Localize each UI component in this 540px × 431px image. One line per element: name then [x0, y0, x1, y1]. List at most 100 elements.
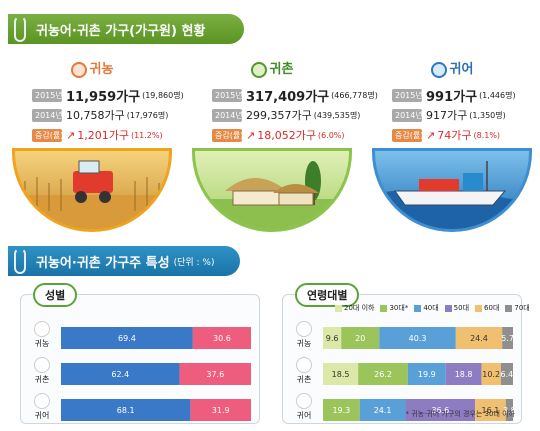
bar-value-label: 31.9: [212, 406, 230, 415]
legend-label: 20대 이하: [344, 304, 375, 312]
house-icon: [250, 61, 267, 78]
bar-value-label: 3.8: [503, 406, 516, 415]
legend-item: 20대 이하: [335, 303, 374, 313]
change-tag: 증감(률): [212, 128, 243, 142]
legend-swatch: [335, 304, 342, 312]
bar-value-label: 19.3: [332, 406, 350, 415]
change-value: 1,201가구: [77, 129, 129, 142]
age-legend: 20대 이하 30대* 40대 50대 60대 70대: [335, 303, 530, 313]
bar-segment: [61, 399, 191, 421]
fish-icon: [34, 393, 50, 409]
arrow-up-icon: ↗: [426, 128, 436, 142]
gender-bars: 69.4 30.6 62.4 37.6 68.1 31.9: [61, 327, 251, 421]
value-2014: 10,758가구: [66, 109, 125, 122]
bar-value-label: 5.7: [501, 334, 514, 343]
bar-segment: [323, 327, 342, 349]
bar-value-label: 40.3: [409, 334, 427, 343]
category-farm: 귀농: [289, 321, 319, 349]
fish-icon: [430, 61, 447, 78]
bar-value-label: 30.6: [213, 334, 231, 343]
category-label: 귀어: [34, 411, 50, 420]
bar-segment: [405, 399, 476, 421]
village-illustration: [192, 148, 352, 232]
paperclip-icon: [14, 16, 26, 42]
year-tag: 2015년: [392, 88, 423, 102]
people-2015: (466,778명): [331, 90, 378, 100]
bar-value-label: 18.8: [455, 370, 473, 379]
bar-value-label: 10.2: [482, 370, 500, 379]
value-2014: 299,357가구: [246, 109, 312, 122]
section1-banner: 귀농어·귀촌 가구(가구원) 현황: [8, 14, 244, 44]
card-label: 귀농: [89, 62, 114, 77]
year-tag: 2014년: [212, 108, 243, 122]
rice-icon: [296, 321, 312, 337]
bar-segment: [359, 399, 406, 421]
change-rate: (11.2%): [130, 130, 163, 140]
legend-item: 30대*: [380, 303, 408, 313]
bar-value-label: 24.1: [374, 406, 392, 415]
house-icon: [34, 357, 50, 373]
year-tag: 2015년: [212, 88, 243, 102]
card-farm-head: 귀농: [4, 58, 180, 78]
year-tag: 2015년: [32, 88, 63, 102]
house-icon: [296, 357, 312, 373]
legend-label: 30대*: [389, 304, 409, 312]
people-2015: (19,860명): [142, 90, 184, 100]
bar-segment: [379, 327, 456, 349]
value-2015: 317,409가구: [246, 89, 330, 105]
category-label: 귀촌: [34, 375, 50, 384]
bar-segment: [323, 363, 359, 385]
legend-label: 40대: [423, 304, 439, 312]
card-rural-head: 귀촌: [184, 58, 360, 78]
bar-value-label: 16.1: [482, 406, 500, 415]
people-2015: (1,446명): [479, 90, 516, 100]
bar-segment: [61, 363, 180, 385]
bar-value-label: 18.5: [332, 370, 350, 379]
card-label: 귀촌: [269, 62, 294, 77]
bar-segment: [61, 327, 193, 349]
bar-value-label: 20: [355, 334, 365, 343]
bar-segment: [407, 363, 446, 385]
bar-value-label: 69.4: [118, 334, 136, 343]
bar-value-label: 26.2: [374, 370, 392, 379]
legend-item: 40대: [414, 303, 439, 313]
section2-banner: 귀농어·귀촌 가구주 특성 (단위 : %): [8, 246, 240, 276]
change-rate: (8.1%): [473, 130, 501, 140]
category-fishing: 귀어: [27, 393, 57, 421]
category-label: 귀촌: [296, 375, 312, 384]
bar-value-label: 68.1: [117, 406, 135, 415]
bar-value-label: 36.6: [431, 406, 449, 415]
bar-segment: [341, 327, 380, 349]
category-label: 귀농: [34, 339, 50, 348]
people-2014: (439,535명): [313, 110, 361, 120]
bar-segment: [481, 363, 501, 385]
bar-value-label: 37.6: [206, 370, 224, 379]
bar-segment: [445, 363, 482, 385]
gender-chart-panel: 성별 귀농 귀촌 귀어 69.4 30.6 62.4 37.6 68.1 31.9: [20, 283, 260, 424]
bar-segment: [502, 327, 513, 349]
category-rural: 귀촌: [27, 357, 57, 385]
bar-segment: [500, 363, 513, 385]
age-chart-title: 연령대별: [295, 283, 360, 307]
bar-value-label: 9.6: [326, 334, 339, 343]
section2-title: 귀농어·귀촌 가구주 특성: [36, 255, 170, 271]
bar-segment: [323, 399, 360, 421]
people-2014: (17,976명): [126, 110, 169, 120]
bar-segment: [475, 399, 506, 421]
legend-item: 70대: [505, 303, 530, 313]
change-value: 74가구: [437, 129, 472, 142]
card-fishing: 귀어 2015년 991가구 (1,446명) 2014년 917가구 (1,350명)…: [364, 58, 540, 234]
change-value: 18,052가구: [257, 129, 316, 142]
legend-swatch: [414, 304, 422, 312]
change-tag: 증감(률): [32, 128, 63, 142]
bar-segment: [358, 363, 408, 385]
card-rural: 귀촌 2015년 317,409가구 (466,778명) 2014년 299,357…: [184, 58, 378, 234]
bar-value-label: 6.4: [501, 370, 514, 379]
category-farm: 귀농: [27, 321, 57, 349]
legend-label: 60대: [484, 304, 500, 312]
paperclip-icon: [14, 248, 26, 274]
section1-title: 귀농어·귀촌 가구(가구원) 현황: [36, 23, 206, 39]
bar-value-label: 19.9: [418, 370, 436, 379]
card-farm: 귀농 2015년 11,959가구 (19,860명) 2014년 10,758가구(…: [4, 58, 184, 234]
bar-segment: [455, 327, 503, 349]
